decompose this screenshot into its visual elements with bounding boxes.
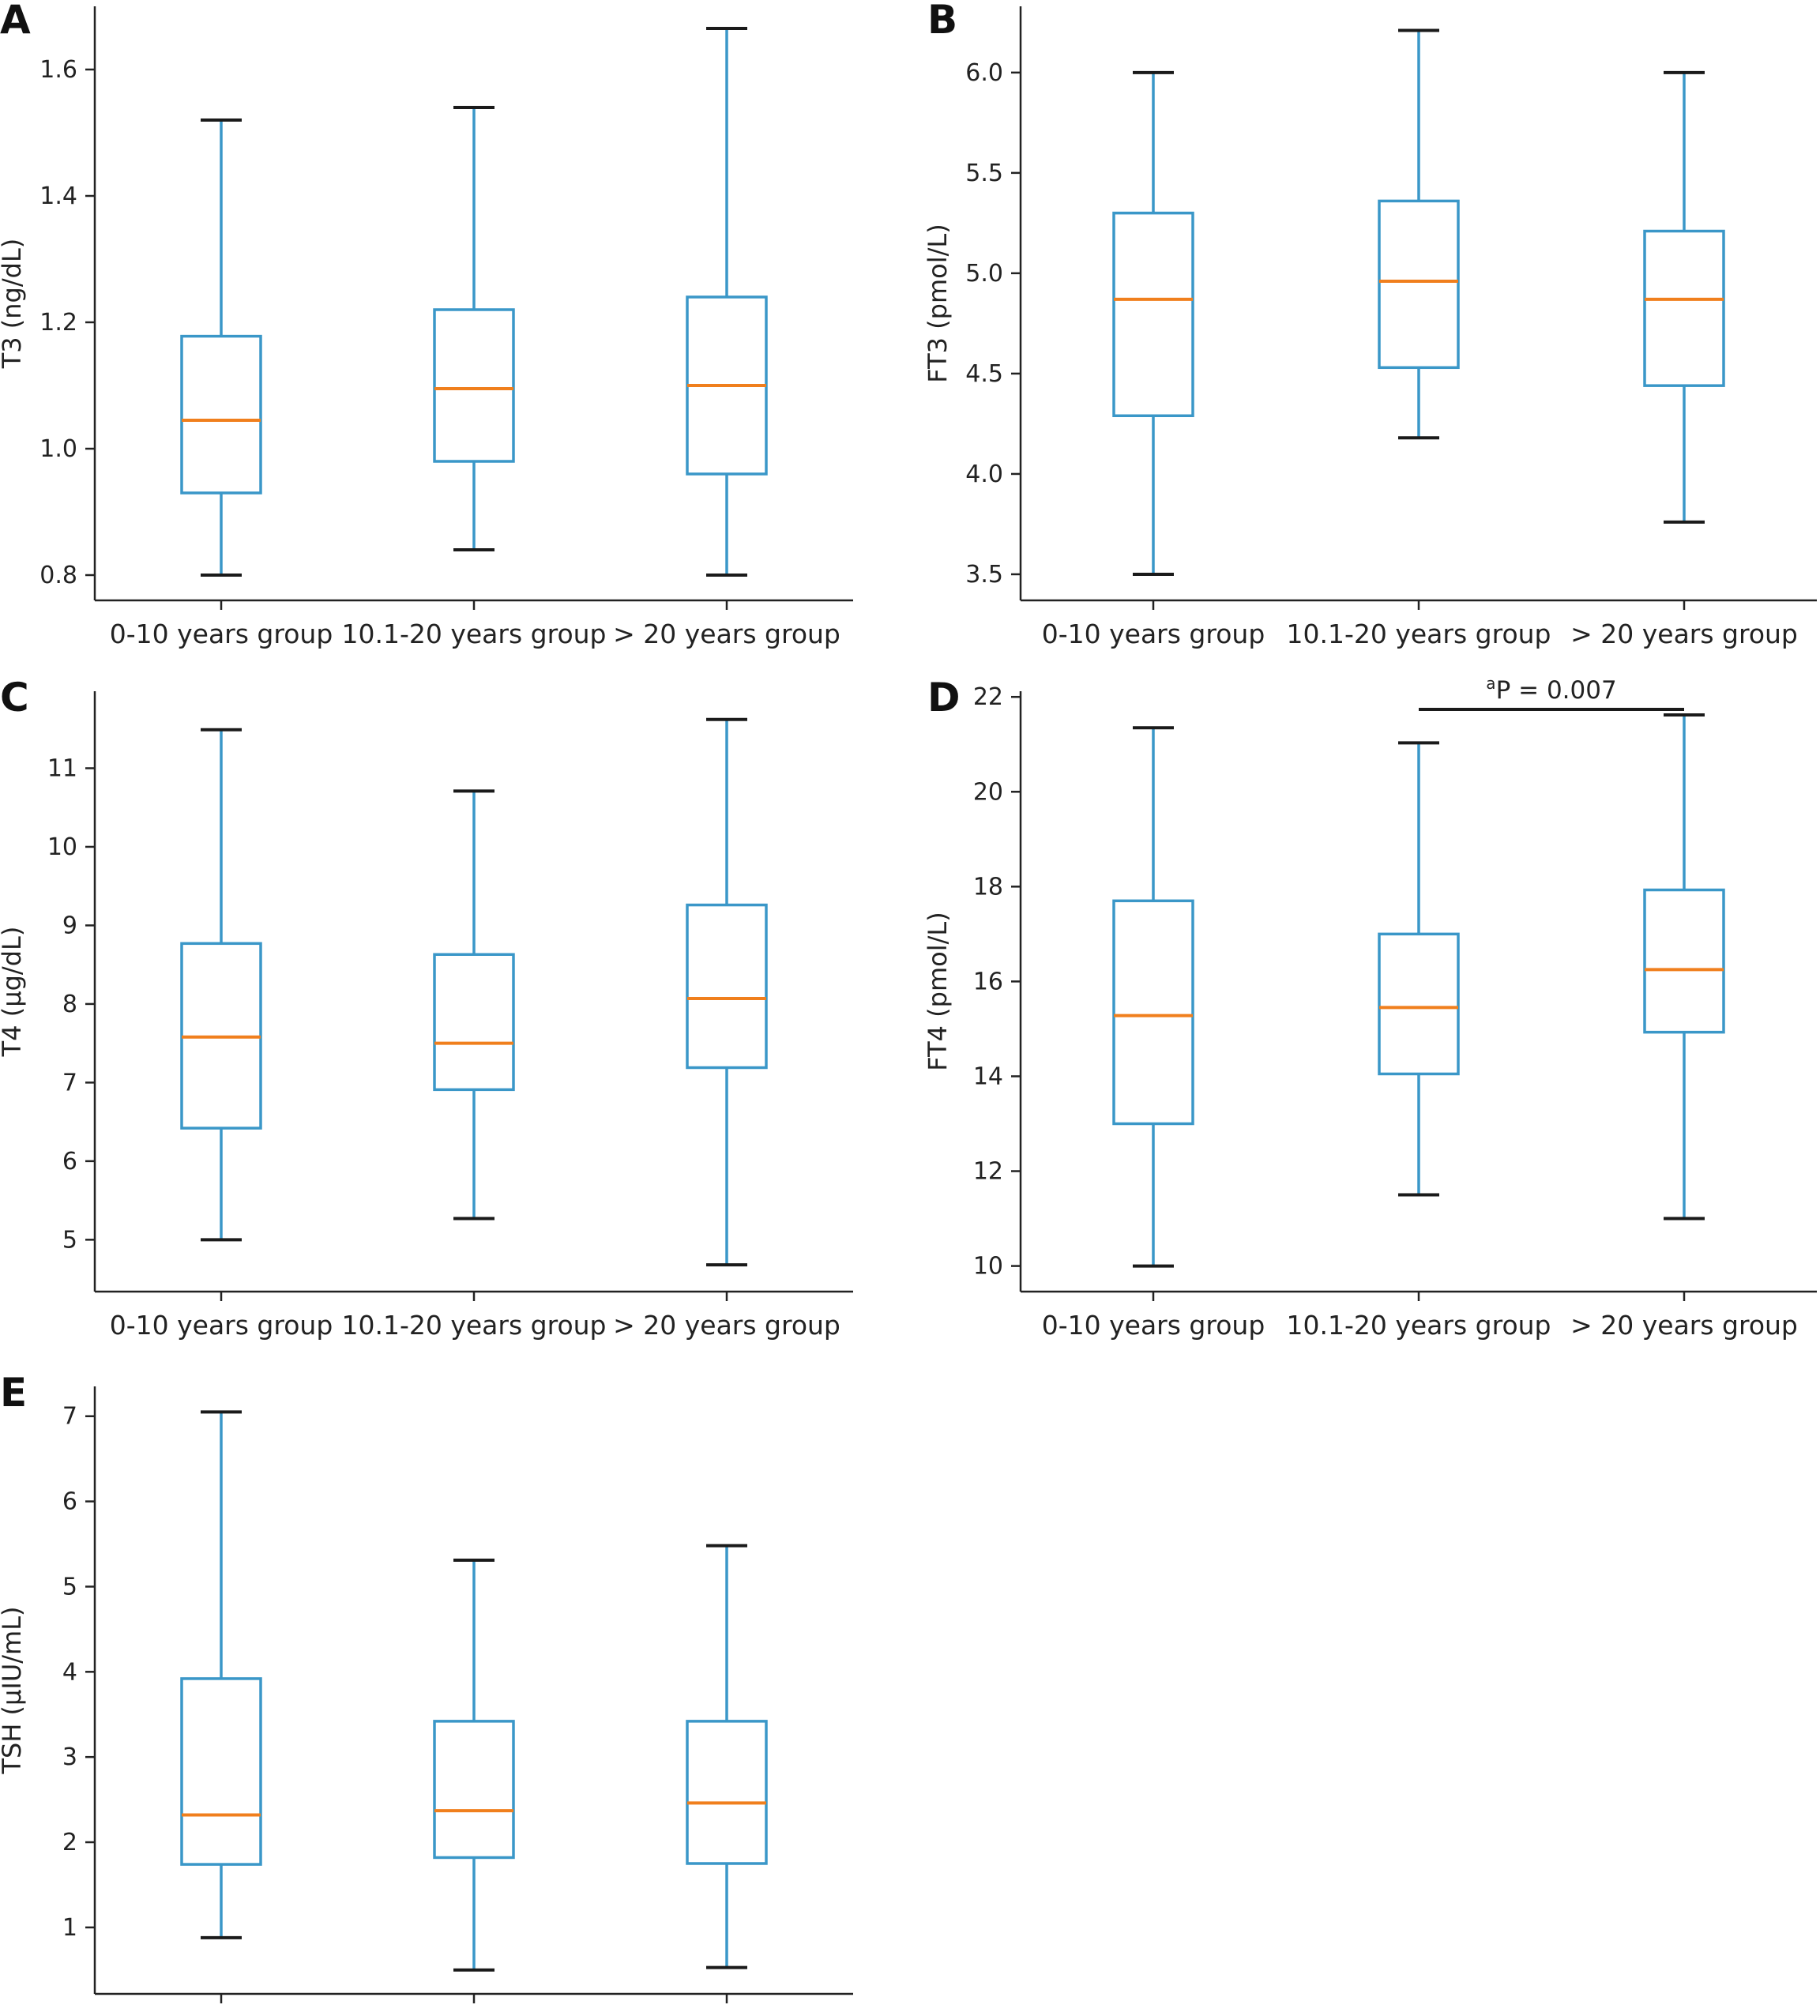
significance-label: aP = 0.007 <box>1486 674 1616 705</box>
box-1 <box>1112 70 1194 576</box>
y-tick-label: 4 <box>62 1658 77 1686</box>
y-tick-label: 4.0 <box>965 461 1003 488</box>
y-tick-label: 9 <box>62 912 77 939</box>
x-category-label: > 20 years group <box>1570 619 1798 649</box>
y-tick-label: 3.5 <box>965 561 1003 589</box>
y-tick-label: 11 <box>47 754 77 782</box>
iqr-box <box>1112 899 1194 1126</box>
y-tick-label: 18 <box>973 873 1003 901</box>
iqr-box <box>1378 199 1460 370</box>
x-category-label: 0-10 years group <box>110 619 333 649</box>
iqr-box <box>180 1677 262 1866</box>
y-tick-label: 4.5 <box>965 360 1003 388</box>
y-tick-label: 14 <box>973 1063 1003 1090</box>
y-tick-label: 20 <box>973 778 1003 806</box>
panel-a: A 0.8 1.0 1.2 1.4 1.6 T3 (ng/dL) 0-10 years gro… <box>0 0 853 649</box>
significance-text: P = 0.007 <box>1496 676 1617 705</box>
panel-c: C 5 6 7 8 9 10 11 T4 (μg/dL) 0-10 years group 10.1… <box>0 675 853 1341</box>
y-tick-label: 5 <box>62 1226 77 1254</box>
y-tick-label: 5 <box>62 1573 77 1600</box>
x-category-label: 0-10 years group <box>110 1310 333 1341</box>
y-tick-label: 1.0 <box>39 435 77 463</box>
iqr-box <box>686 1720 768 1865</box>
y-tick-label: 3 <box>62 1743 77 1771</box>
x-category-label: > 20 years group <box>1570 1310 1798 1341</box>
panel-d: D 10 12 14 16 18 20 22 FT4 (pmol/L) 0-10 years gr… <box>923 674 1817 1341</box>
y-tick-label: 1.6 <box>39 56 77 84</box>
panel-e: E 1 2 3 4 5 6 7 TSH (μIU/mL) 0-10 years group 10.1… <box>0 1370 853 2016</box>
x-category-label: > 20 years group <box>613 1310 840 1341</box>
y-axis-label: T3 (ng/dL) <box>0 239 27 370</box>
panel-letter: A <box>0 0 31 43</box>
x-category-label: 0-10 years group <box>110 2012 333 2016</box>
x-category-label: 10.1-20 years group <box>1286 619 1551 649</box>
panel-letter: B <box>927 0 957 43</box>
box-1 <box>1112 726 1194 1268</box>
y-tick-label: 6.0 <box>965 59 1003 87</box>
box-1 <box>180 118 262 577</box>
iqr-box <box>433 953 515 1092</box>
box-1 <box>180 728 262 1242</box>
box-2 <box>1378 741 1460 1197</box>
panel-letter: D <box>927 675 961 720</box>
significance-superscript: a <box>1486 674 1495 693</box>
box-2 <box>433 789 515 1221</box>
y-tick-label: 1.4 <box>39 182 77 210</box>
iqr-box <box>180 334 262 495</box>
box-3 <box>686 717 768 1267</box>
box-2 <box>433 1559 515 1972</box>
y-axis-label: TSH (μIU/mL) <box>0 1606 27 1774</box>
iqr-box <box>1112 211 1194 418</box>
box-2 <box>433 106 515 551</box>
box-3 <box>1643 713 1725 1221</box>
y-axis-label: T4 (μg/dL) <box>0 927 27 1058</box>
y-tick-label: 10 <box>973 1253 1003 1281</box>
y-tick-label: 2 <box>62 1829 77 1856</box>
y-tick-label: 1.2 <box>39 309 77 337</box>
x-category-label: 10.1-20 years group <box>341 619 606 649</box>
iqr-box <box>686 903 768 1070</box>
y-tick-label: 6 <box>62 1148 77 1175</box>
y-axis-label: FT4 (pmol/L) <box>923 912 953 1070</box>
y-tick-label: 12 <box>973 1158 1003 1186</box>
iqr-box <box>1378 932 1460 1076</box>
panel-b: B 3.5 4.0 4.5 5.0 5.5 6.0 FT3 (pmol/L) 0-10 year… <box>923 0 1817 649</box>
y-tick-label: 0.8 <box>39 562 77 589</box>
y-tick-label: 7 <box>62 1069 77 1096</box>
iqr-box <box>1643 888 1725 1034</box>
x-category-label: 0-10 years group <box>1042 619 1265 649</box>
y-tick-label: 8 <box>62 991 77 1018</box>
panel-letter: C <box>0 675 29 720</box>
box-3 <box>686 1544 768 1969</box>
panel-letter: E <box>0 1370 27 1416</box>
iqr-box <box>433 1720 515 1860</box>
x-category-label: 10.1-20 years group <box>341 2012 606 2016</box>
y-tick-label: 16 <box>973 968 1003 995</box>
x-category-label: > 20 years group <box>613 619 840 649</box>
y-tick-label: 1 <box>62 1914 77 1942</box>
x-category-label: 10.1-20 years group <box>1286 1310 1551 1341</box>
y-tick-label: 6 <box>62 1488 77 1516</box>
box-3 <box>686 27 768 577</box>
box-3 <box>1643 70 1725 524</box>
y-tick-label: 10 <box>47 833 77 861</box>
box-2 <box>1378 28 1460 440</box>
iqr-box <box>1643 229 1725 387</box>
x-category-label: > 20 years group <box>613 2012 840 2016</box>
y-axis-label: FT3 (pmol/L) <box>923 224 953 382</box>
y-tick-label: 5.0 <box>965 260 1003 288</box>
y-tick-label: 5.5 <box>965 160 1003 187</box>
x-category-label: 10.1-20 years group <box>341 1310 606 1341</box>
box-1 <box>180 1410 262 1939</box>
y-tick-label: 7 <box>62 1403 77 1431</box>
iqr-box <box>433 308 515 463</box>
x-category-label: 0-10 years group <box>1042 1310 1265 1341</box>
y-tick-label: 22 <box>973 683 1003 711</box>
